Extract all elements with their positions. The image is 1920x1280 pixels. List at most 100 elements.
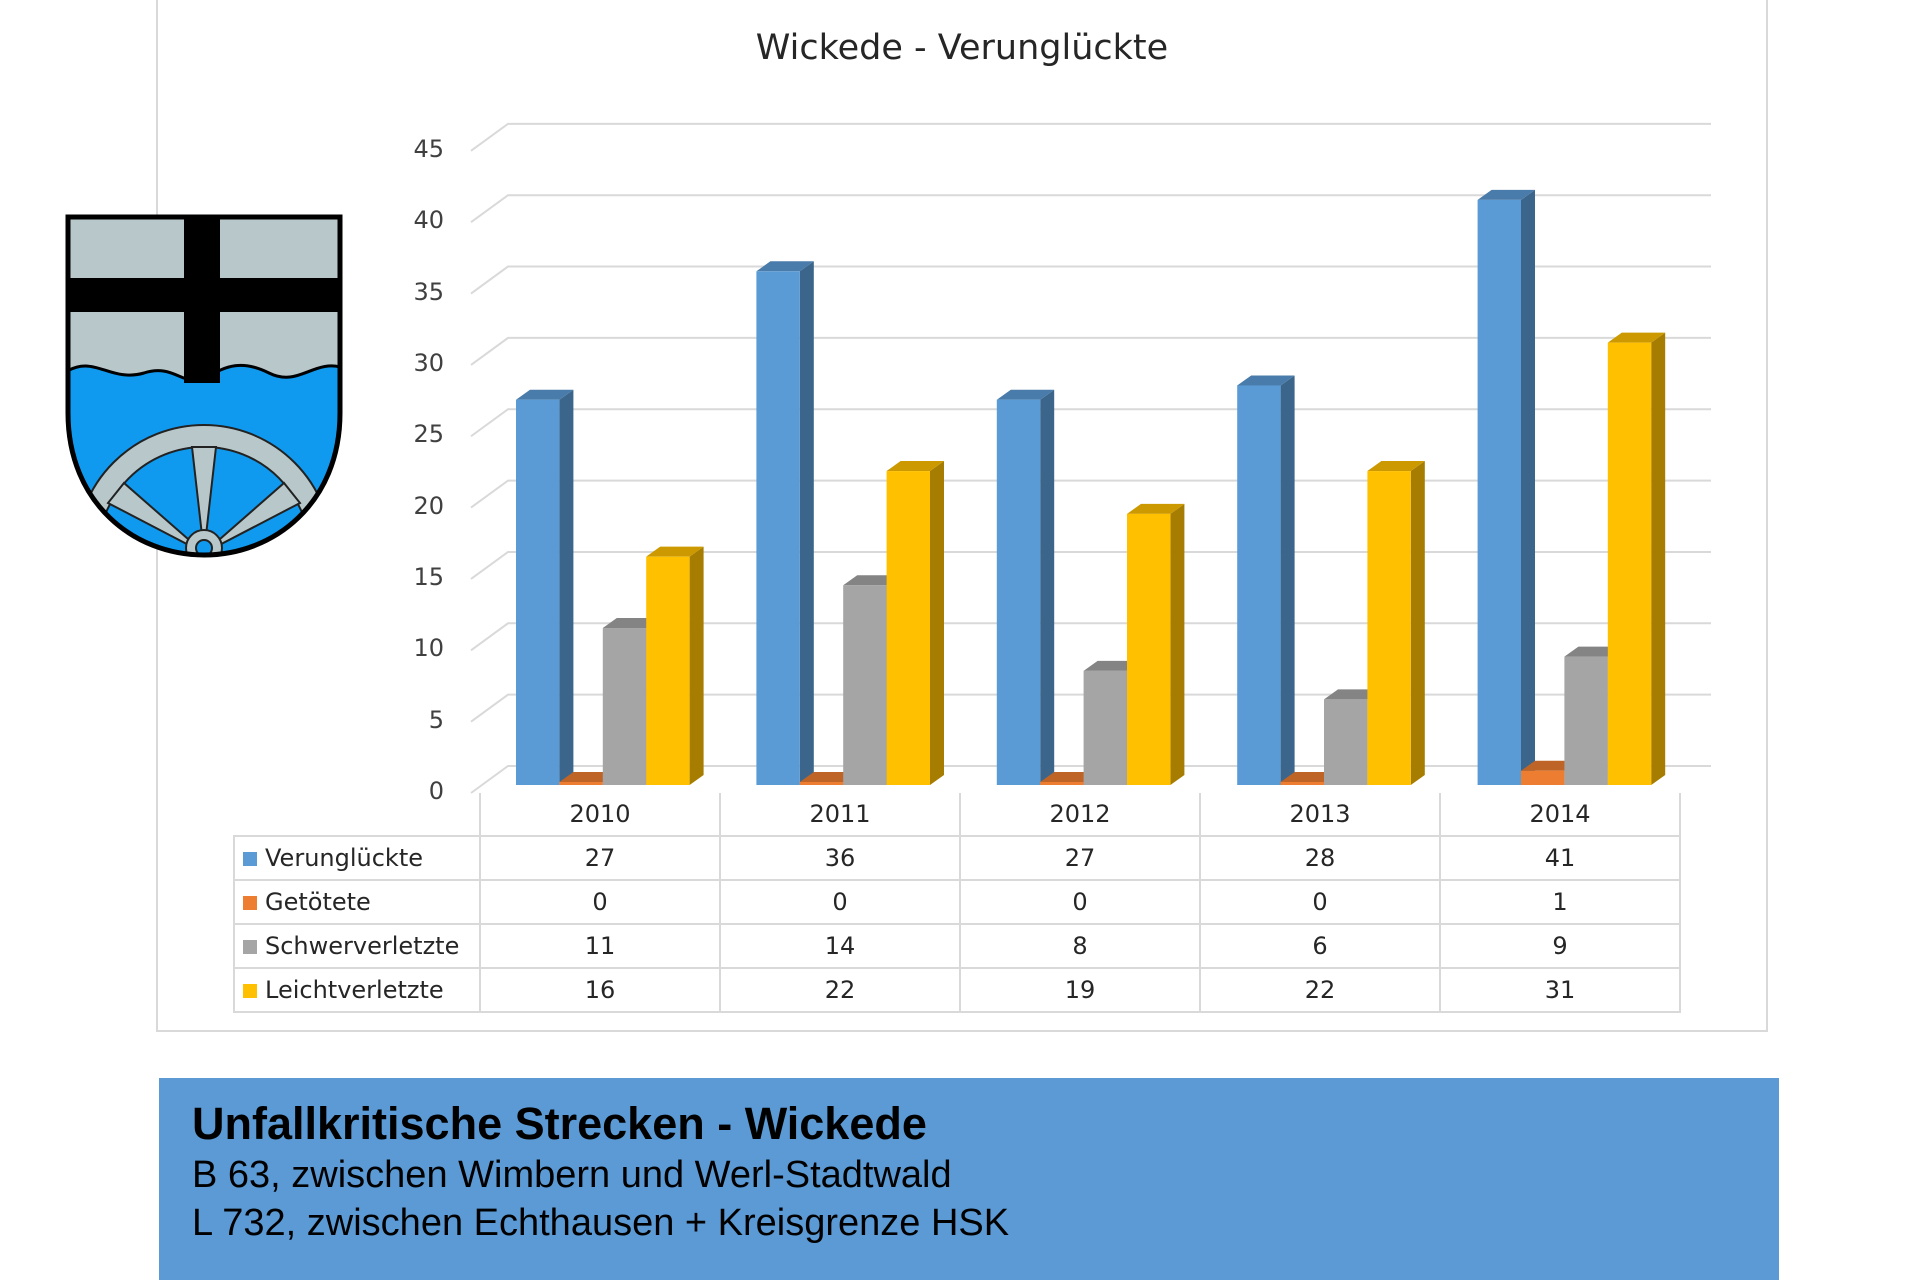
data-label: 16 — [479, 967, 721, 1013]
gridline — [470, 194, 1711, 224]
data-label: 1 — [1439, 879, 1681, 925]
data-label: 31 — [1439, 967, 1681, 1013]
y-tick-label: 35 — [413, 277, 444, 306]
bar-top — [1040, 772, 1098, 782]
data-label: 0 — [959, 879, 1201, 925]
data-table: 2010 2011 2012 2013 2014 Verunglückte 27 36 27 2… — [233, 793, 1681, 1013]
y-tick-label: 20 — [413, 491, 444, 520]
bar-leichtverletzte-2010 — [646, 556, 690, 785]
y-tick-label: 40 — [413, 206, 444, 235]
data-label: 41 — [1439, 835, 1681, 881]
gridline — [470, 265, 1711, 295]
data-label: 22 — [1199, 967, 1441, 1013]
data-label: 0 — [719, 879, 961, 925]
bar-side — [1280, 375, 1295, 785]
legend-entry: Leichtverletzte — [233, 967, 481, 1013]
gridline — [470, 765, 1711, 794]
bar-getötete-2011 — [799, 782, 844, 785]
data-label: 0 — [479, 879, 721, 925]
bar-top — [602, 618, 661, 629]
coat-of-arms-emblem — [65, 214, 343, 558]
data-label: 9 — [1439, 923, 1681, 969]
bar-side — [799, 261, 814, 785]
data-label: 6 — [1199, 923, 1441, 969]
data-label: 8 — [959, 923, 1201, 969]
data-label: 27 — [959, 835, 1201, 881]
legend-label: Schwerverletzte — [265, 932, 460, 960]
y-tick-label: 30 — [413, 348, 444, 377]
category-label: 2012 — [959, 793, 1201, 837]
bar-leichtverletzte-2011 — [886, 471, 930, 785]
bar-schwerverletzte-2012 — [1083, 670, 1127, 785]
gridline — [470, 622, 1711, 652]
gridline — [470, 693, 1711, 723]
bar-top — [1367, 461, 1425, 472]
bar-top — [1607, 332, 1666, 343]
legend-label: Leichtverletzte — [265, 976, 444, 1004]
table-row: Verunglückte 27 36 27 28 41 — [233, 835, 1681, 881]
bar-top — [756, 261, 814, 272]
legend-swatch — [243, 984, 257, 998]
category-label: 2014 — [1439, 793, 1681, 837]
category-label: 2011 — [719, 793, 961, 837]
bar-side — [689, 546, 704, 785]
bar-schwerverletzte-2010 — [602, 628, 647, 785]
bar-side — [1410, 461, 1425, 785]
bar-top — [1564, 646, 1622, 657]
legend-label: Verunglückte — [265, 844, 423, 872]
bar-top — [1477, 189, 1535, 200]
y-tick-label: 25 — [413, 420, 444, 449]
category-label: 2010 — [479, 793, 721, 837]
bar-getötete-2010 — [559, 782, 603, 785]
data-label: 11 — [479, 923, 721, 969]
table-row: Getötete 0 0 0 0 1 — [233, 879, 1681, 925]
bar-top — [1127, 503, 1185, 514]
info-line: B 63, zwischen Wimbern und Werl-Stadtwal… — [192, 1154, 952, 1196]
data-label: 36 — [719, 835, 961, 881]
gridline — [470, 408, 1711, 438]
bar-top — [516, 389, 574, 400]
bar-side — [1040, 389, 1055, 785]
bar-top — [1324, 689, 1382, 700]
legend-entry: Verunglückte — [233, 835, 481, 881]
bar-leichtverletzte-2014 — [1607, 342, 1652, 785]
bar-top — [646, 546, 704, 557]
bar-getötete-2012 — [1040, 782, 1084, 785]
legend-swatch — [243, 940, 257, 954]
bar-verunglückte-2010 — [516, 399, 560, 785]
bar-top — [1083, 660, 1141, 671]
bar-getötete-2014 — [1521, 770, 1565, 785]
legend-swatch — [243, 896, 257, 910]
bar-side — [1521, 189, 1535, 785]
table-row: Leichtverletzte 16 22 19 22 31 — [233, 967, 1681, 1013]
bar-side — [1651, 332, 1666, 785]
gridline — [470, 479, 1711, 509]
gridline — [470, 550, 1711, 580]
bar-side — [1170, 503, 1185, 785]
table-corner — [234, 793, 481, 837]
bar-verunglückte-2013 — [1237, 385, 1281, 785]
data-label: 14 — [719, 923, 961, 969]
bar-getötete-2013 — [1280, 782, 1324, 785]
info-line: L 732, zwischen Echthausen + Kreisgrenze… — [192, 1202, 1010, 1244]
y-tick-label: 10 — [413, 634, 444, 663]
bar-top — [843, 575, 901, 586]
bar-side — [930, 461, 944, 785]
bar-top — [886, 461, 944, 472]
category-label: 2013 — [1199, 793, 1441, 837]
bar-schwerverletzte-2013 — [1324, 699, 1368, 785]
gridline — [470, 122, 1711, 152]
table-row: Schwerverletzte 11 14 8 6 9 — [233, 923, 1681, 969]
bar-top — [1280, 772, 1338, 782]
data-label: 0 — [1199, 879, 1441, 925]
bar-schwerverletzte-2014 — [1564, 656, 1608, 785]
legend-label: Getötete — [265, 888, 371, 916]
bar-verunglückte-2012 — [996, 399, 1041, 785]
legend-entry: Schwerverletzte — [233, 923, 481, 969]
y-tick-label: 15 — [413, 562, 444, 591]
chart-title: Wickede - Verunglückte — [755, 28, 1169, 68]
bar-top — [996, 389, 1055, 400]
bar-top — [1521, 760, 1579, 771]
bar-side — [559, 389, 574, 785]
